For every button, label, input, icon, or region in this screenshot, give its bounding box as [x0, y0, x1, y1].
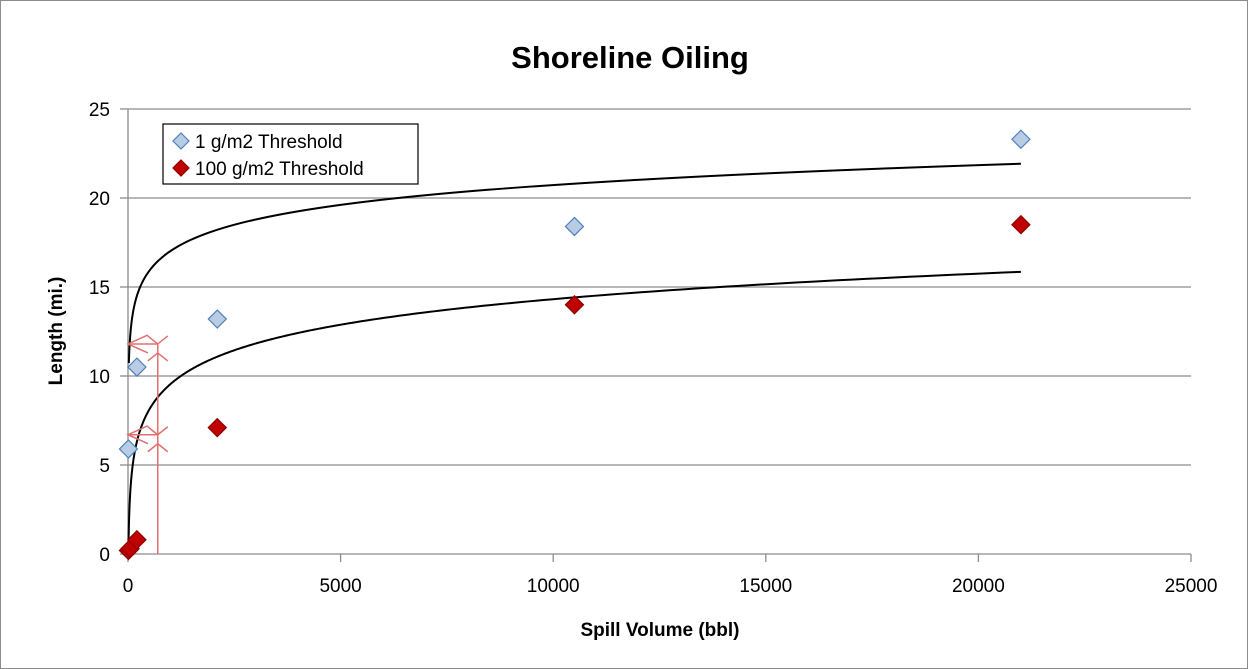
annotation-arrows	[126, 334, 169, 554]
trendline-2	[127, 270, 1021, 554]
point-series-2	[127, 529, 147, 550]
trendlines	[127, 162, 1021, 554]
y-tick-label: 10	[89, 367, 110, 388]
y-tick-label: 15	[89, 278, 110, 299]
annotation-arrowhead-up-lower	[147, 442, 169, 453]
point-series-1	[564, 216, 585, 237]
data-points	[118, 129, 1031, 561]
x-tick-label: 0	[123, 576, 134, 597]
legend-label-1: 1 g/m2 Threshold	[195, 132, 343, 153]
y-tick-label: 25	[89, 100, 110, 121]
tick-labels: 0 5 10 15 20 25 0 5000 10000 15000 20000 25000	[89, 100, 1218, 597]
x-axis-label: Spill Volume (bbl)	[580, 620, 739, 641]
y-tick-label: 0	[99, 545, 110, 566]
x-tick-label: 5000	[319, 576, 361, 597]
point-series-2	[207, 417, 228, 438]
annotation-arrowhead-left	[126, 425, 149, 445]
point-series-1	[207, 309, 228, 329]
y-axis-label: Length (mi.)	[46, 277, 67, 386]
legend-box	[162, 123, 419, 185]
annotation-arrowhead-left	[126, 334, 149, 354]
x-tick-label: 20000	[952, 576, 1005, 597]
point-series-1	[127, 357, 147, 377]
x-tick-label: 10000	[527, 576, 580, 597]
annotation-arrowhead-up	[147, 426, 169, 436]
legend-marker-1	[172, 132, 190, 150]
chart-title: Shoreline Oiling	[511, 40, 749, 75]
point-series-1	[1011, 129, 1031, 150]
axes	[120, 108, 1192, 562]
legend: 1 g/m2 Threshold 100 g/m2 Threshold	[162, 123, 419, 185]
legend-marker-2	[172, 159, 190, 177]
annotation-arrowhead-up	[147, 335, 169, 345]
x-tick-label: 25000	[1165, 576, 1218, 597]
point-series-1	[118, 439, 139, 459]
y-tick-label: 5	[99, 456, 110, 477]
trendline-1	[127, 162, 1021, 364]
point-series-2	[564, 294, 585, 315]
point-series-2	[1011, 214, 1031, 235]
annotation-arrowhead-up-lower	[147, 351, 169, 362]
legend-label-2: 100 g/m2 Threshold	[195, 159, 364, 180]
x-tick-label: 15000	[739, 576, 792, 597]
y-tick-label: 20	[89, 189, 110, 210]
gridlines	[128, 108, 1191, 466]
